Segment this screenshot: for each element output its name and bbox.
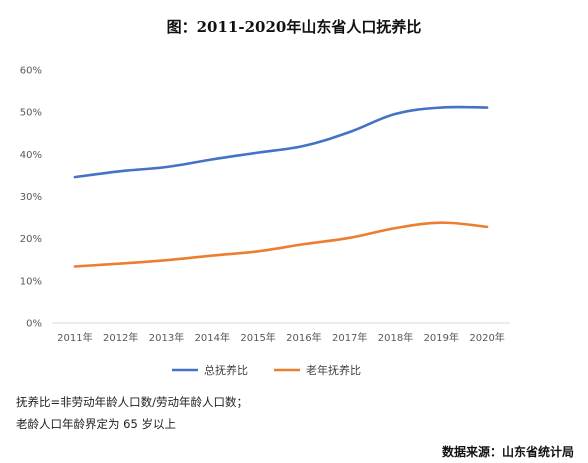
x-tick-label: 2019年 [424, 331, 459, 344]
y-tick-label: 20% [20, 234, 42, 245]
chart-title: 图：2011-2020年山东省人口抚养比 [166, 18, 422, 36]
y-tick-label: 40% [20, 150, 42, 161]
y-axis-ticks: 0% 10% 20% 30% 40% 50% 60% [20, 66, 42, 330]
data-source: 数据来源：山东省统计局 [441, 445, 574, 459]
x-axis-ticks: 2011年 2012年 2013年 2014年 2015年 2016年 2017年 2018年… [57, 331, 505, 344]
note-age-definition: 老龄人口年龄界定为 65 岁以上 [16, 417, 176, 431]
legend-label-total-dependency-ratio: 总抚养比 [204, 363, 248, 377]
series-line-elderly-dependency-ratio [73, 221, 489, 268]
x-tick-label: 2011年 [57, 331, 92, 344]
x-tick-label: 2020年 [469, 331, 504, 344]
y-tick-label: 0% [26, 319, 42, 330]
y-tick-label: 30% [20, 192, 42, 203]
x-tick-label: 2014年 [195, 331, 230, 344]
y-tick-label: 60% [20, 66, 42, 77]
x-tick-label: 2012年 [103, 331, 138, 344]
series-lines [73, 105, 489, 268]
x-tick-label: 2015年 [240, 331, 275, 344]
legend: 总抚养比 老年抚养比 [172, 363, 361, 377]
x-tick-label: 2018年 [378, 331, 413, 344]
note-definition: 抚养比=非劳动年龄人口数/劳动年龄人口数； [16, 395, 249, 409]
legend-label-elderly-dependency-ratio: 老年抚养比 [306, 363, 361, 377]
series-line-total-dependency-ratio [73, 105, 489, 179]
x-tick-label: 2017年 [332, 331, 367, 344]
x-tick-label: 2016年 [286, 331, 321, 344]
y-tick-label: 50% [20, 108, 42, 119]
x-tick-label: 2013年 [149, 331, 184, 344]
y-tick-label: 10% [20, 276, 42, 287]
